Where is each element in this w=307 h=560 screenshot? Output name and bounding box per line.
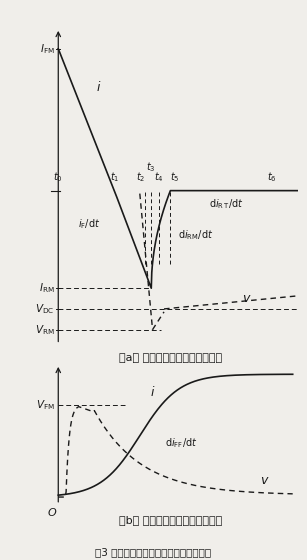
Text: $V_{\rm FM}$: $V_{\rm FM}$	[36, 398, 54, 412]
Text: $v$: $v$	[242, 292, 251, 305]
Text: $\mathrm{d}i_{\rm RM}/\mathrm{d}t$: $\mathrm{d}i_{\rm RM}/\mathrm{d}t$	[178, 228, 213, 242]
Text: 图3 典型的快恢复二极管关断和开通过程: 图3 典型的快恢复二极管关断和开通过程	[95, 547, 212, 557]
Text: $v$: $v$	[259, 474, 269, 487]
Text: （a） 关断过程中电压和电流波形: （a） 关断过程中电压和电流波形	[119, 353, 222, 363]
Text: $t_5$: $t_5$	[170, 170, 180, 184]
Text: $i_{\rm F}/\mathrm{d}t$: $i_{\rm F}/\mathrm{d}t$	[78, 217, 100, 231]
Text: $i$: $i$	[96, 80, 102, 94]
Text: （b） 开通过程中电压和电流波形: （b） 开通过程中电压和电流波形	[119, 515, 222, 525]
Text: $i$: $i$	[150, 385, 155, 399]
Text: $t_1$: $t_1$	[110, 170, 119, 184]
Text: $I_{\rm FM}$: $I_{\rm FM}$	[40, 42, 54, 55]
Text: $I_{\rm RM}$: $I_{\rm RM}$	[39, 281, 54, 295]
Text: $V_{\rm DC}$: $V_{\rm DC}$	[35, 302, 54, 316]
Text: $t_2$: $t_2$	[135, 170, 145, 184]
Text: $\mathrm{d}i_{\rm R\,T}/\mathrm{d}t$: $\mathrm{d}i_{\rm R\,T}/\mathrm{d}t$	[209, 197, 243, 211]
Text: $t_4$: $t_4$	[154, 170, 164, 184]
Text: $V_{\rm RM}$: $V_{\rm RM}$	[35, 323, 54, 337]
Text: $t_3$: $t_3$	[146, 161, 156, 174]
Text: $\mathrm{d}i_{\rm FF}/\mathrm{d}t$: $\mathrm{d}i_{\rm FF}/\mathrm{d}t$	[165, 436, 198, 450]
Text: $t_6$: $t_6$	[267, 170, 277, 184]
Text: $O$: $O$	[47, 506, 57, 518]
Text: $t_0$: $t_0$	[53, 170, 63, 184]
